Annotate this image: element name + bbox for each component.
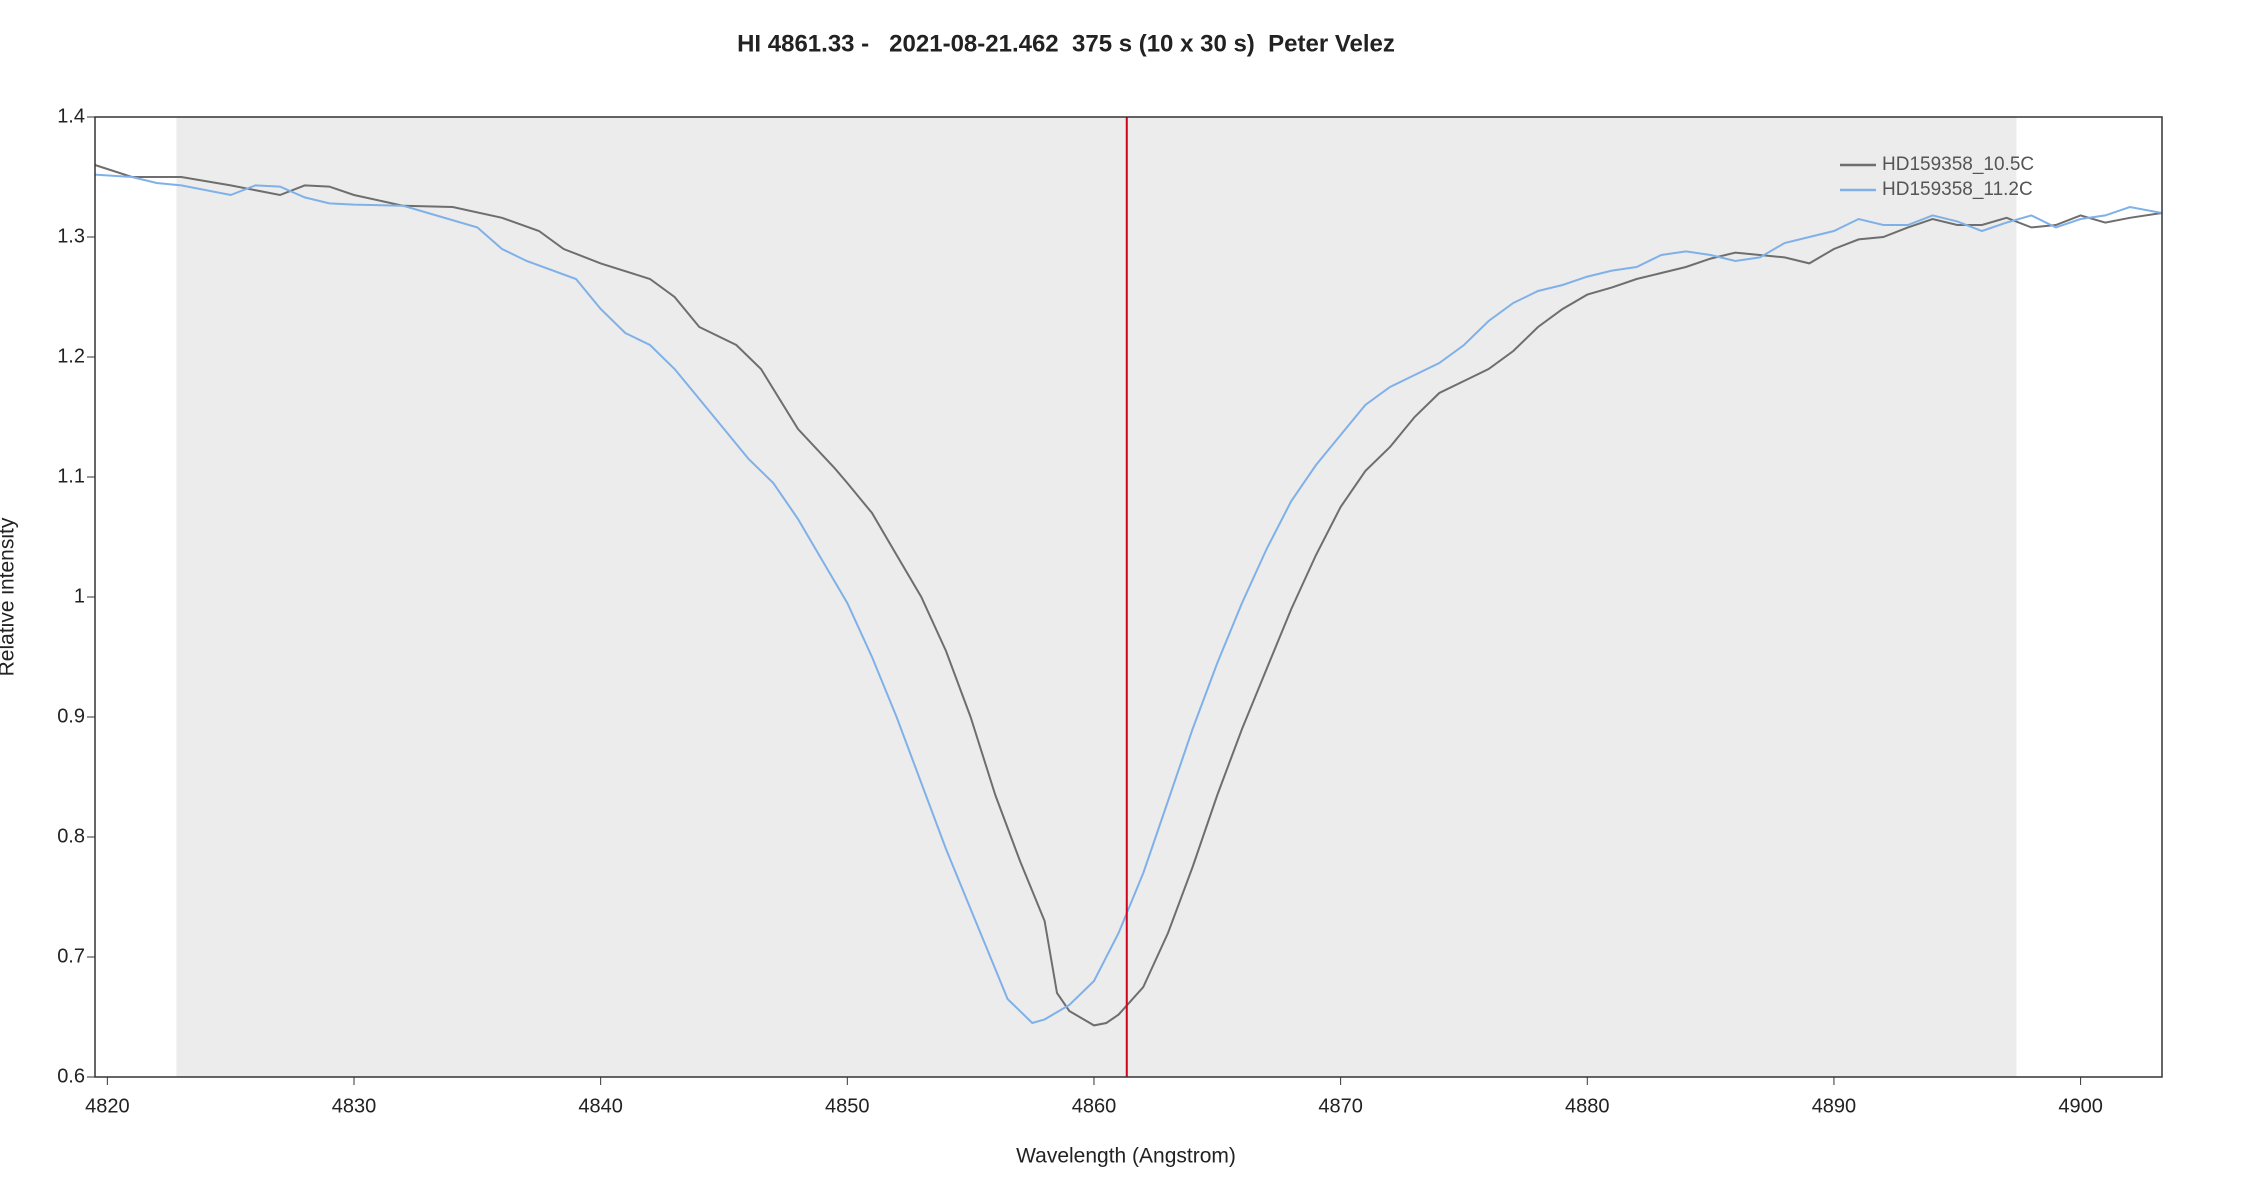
- x-tick-label: 4820: [85, 1095, 130, 1117]
- legend-label: HD159358_10.5C: [1882, 154, 2034, 175]
- x-tick-label: 4860: [1072, 1095, 1117, 1117]
- spectrum-line: [94, 164, 2163, 1027]
- shaded-region: [176, 117, 2017, 1077]
- y-tick-label: 1.2: [57, 345, 85, 367]
- x-tick-label: 4850: [825, 1095, 870, 1117]
- x-tick-label: 4880: [1565, 1095, 1610, 1117]
- y-tick-label: 1.3: [57, 225, 85, 247]
- y-axis-label: Relative intensity: [0, 517, 19, 676]
- y-tick-label: 1.4: [57, 105, 85, 127]
- x-tick-label: 4900: [2058, 1095, 2103, 1117]
- y-tick-label: 0.7: [57, 945, 85, 967]
- y-tick-label: 0.8: [57, 825, 85, 847]
- x-axis-label: Wavelength (Angstrom): [1016, 1145, 1236, 1168]
- x-tick-label: 4890: [1812, 1095, 1857, 1117]
- x-tick-label: 4840: [578, 1095, 623, 1117]
- y-tick-label: 1: [74, 585, 85, 607]
- y-tick-label: 0.6: [57, 1065, 85, 1087]
- y-tick-label: 1.1: [57, 465, 85, 487]
- legend-label: HD159358_11.2C: [1882, 179, 2033, 200]
- y-tick-label: 0.9: [57, 705, 85, 727]
- x-tick-label: 4870: [1318, 1095, 1363, 1117]
- spectrum-line: [94, 173, 2163, 1025]
- chart-title: HI 4861.33 - 2021-08-21.462 375 s (10 x …: [737, 30, 1395, 57]
- x-tick-label: 4830: [332, 1095, 377, 1117]
- plot-frame: [94, 116, 2163, 1078]
